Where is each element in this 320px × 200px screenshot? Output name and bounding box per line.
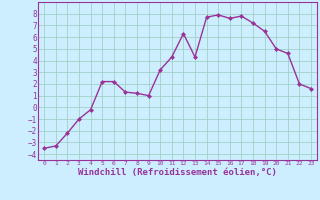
X-axis label: Windchill (Refroidissement éolien,°C): Windchill (Refroidissement éolien,°C) [78, 168, 277, 177]
